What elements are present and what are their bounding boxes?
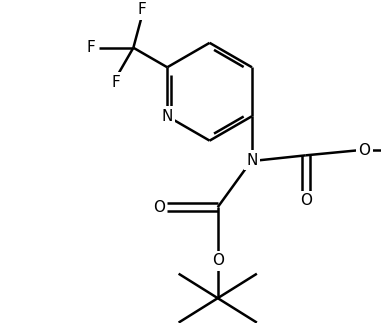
Text: O: O [300,193,312,208]
Text: N: N [162,109,173,124]
Text: F: F [138,2,147,17]
Text: N: N [246,153,258,168]
Text: O: O [153,200,165,215]
Text: O: O [212,253,224,269]
Text: F: F [87,40,96,55]
Text: O: O [358,143,370,158]
Text: F: F [112,75,121,90]
